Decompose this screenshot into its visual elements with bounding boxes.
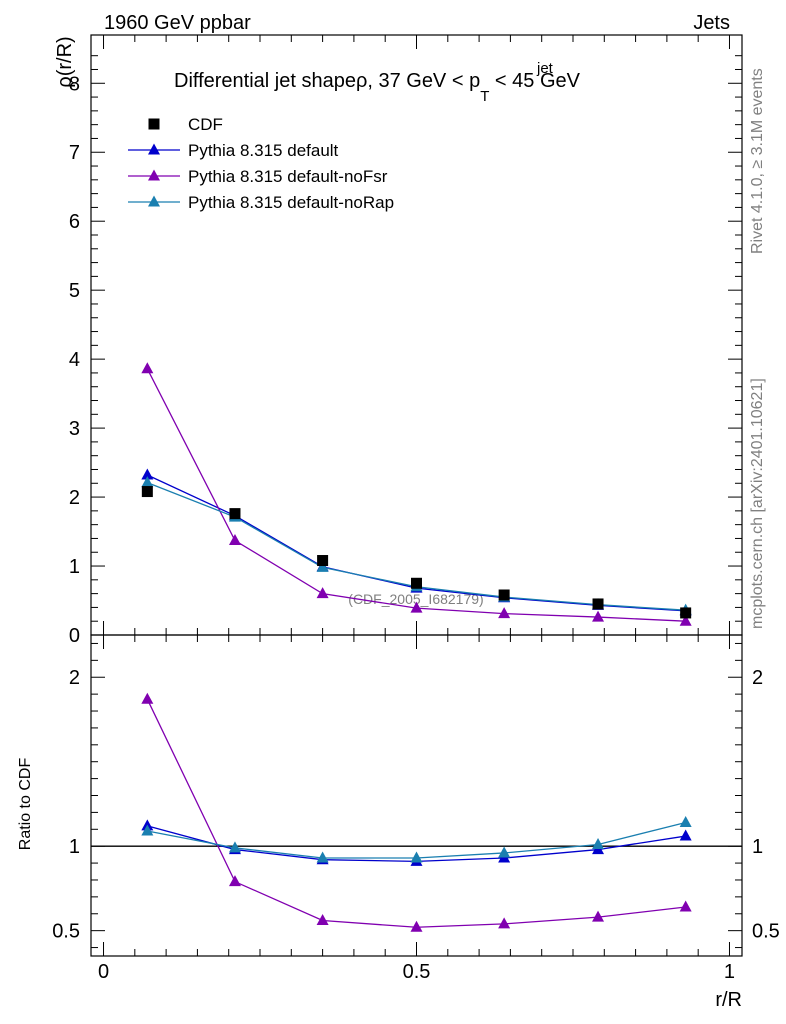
- ratio-data-point: [592, 837, 605, 849]
- legend-entry: CDF: [148, 115, 223, 134]
- y-tick-label: 0: [69, 625, 80, 647]
- series-pythia-8-315-default-norap: [141, 476, 692, 863]
- series-layer: [141, 362, 692, 932]
- main-data-point: [410, 601, 423, 613]
- ratio-tick-label: 1: [69, 836, 80, 858]
- main-data-point: [679, 614, 692, 626]
- main-data-point: [411, 577, 422, 589]
- main-data-point: [228, 534, 241, 546]
- y-tick-label: 6: [69, 211, 80, 233]
- main-data-point: [317, 555, 329, 567]
- x-tick-label: 1: [724, 961, 735, 983]
- ratio-plot-frame: [90, 634, 743, 957]
- main-data-point: [592, 610, 605, 622]
- y-tick-label: 1: [69, 556, 80, 578]
- title-end: < 45 GeV: [489, 70, 580, 92]
- y-tick-label: 2: [69, 487, 80, 509]
- ratio-data-point: [679, 900, 692, 912]
- legend-label: Pythia 8.315 default: [188, 141, 339, 160]
- ratio-data-point: [316, 914, 329, 926]
- x-axis-label: r/R: [715, 989, 742, 1011]
- main-data-point: [141, 468, 154, 480]
- ratio-tick-label-right: 0.5: [752, 921, 780, 943]
- ratio-data-point: [316, 851, 329, 863]
- legend-entry: Pythia 8.315 default: [128, 141, 339, 160]
- legend: CDF Pythia 8.315 default Pythia 8.315 defa…: [128, 115, 394, 212]
- legend-marker: [148, 169, 160, 181]
- ratio-series-line: [146, 698, 686, 928]
- legend-marker: [148, 118, 160, 130]
- main-data-point: [592, 598, 604, 610]
- axis-ticks: 0 0.5 1 0 1 2 3 4 5 6 7 8 0.5 0.5 1 1 2 2: [52, 35, 780, 983]
- legend-marker: [148, 195, 160, 207]
- y-tick-label: 5: [69, 280, 80, 302]
- legend-label: Pythia 8.315 default-noFsr: [188, 167, 388, 186]
- legend-entry: Pythia 8.315 default-noFsr: [128, 167, 388, 186]
- legend-entry: Pythia 8.315 default-noRap: [128, 193, 394, 212]
- y-tick-label: 4: [69, 349, 80, 371]
- ratio-tick-label: 0.5: [52, 921, 80, 943]
- x-tick-label: 0: [98, 961, 109, 983]
- ratio-data-point: [410, 920, 423, 932]
- chart-title: Differential jet shapeρ, 37 GeV < pT < 4…: [174, 60, 581, 105]
- side-label-mcplots: mcplots.cern.ch [arXiv:2401.10621]: [749, 378, 766, 629]
- legend-label: Pythia 8.315 default-noRap: [188, 193, 394, 212]
- main-data-point: [498, 607, 511, 619]
- title-sub: T: [480, 88, 489, 105]
- main-data-point: [141, 486, 153, 498]
- ratio-data-point: [228, 841, 241, 853]
- title-sup: jet: [536, 60, 554, 77]
- legend-marker: [148, 143, 160, 155]
- y-tick-label: 7: [69, 142, 80, 164]
- ratio-data-point: [141, 692, 154, 704]
- x-tick-label: 0.5: [403, 961, 431, 983]
- ratio-tick-label-right: 2: [752, 667, 763, 689]
- header-right: Jets: [693, 12, 730, 34]
- ratio-data-point: [679, 829, 692, 841]
- main-data-point: [141, 476, 154, 488]
- header-left: 1960 GeV ppbar: [104, 12, 251, 34]
- ratio-data-point: [498, 917, 511, 929]
- ratio-data-point: [410, 851, 423, 863]
- ratio-data-point: [592, 910, 605, 922]
- series-pythia-8-315-default-nofsr: [141, 362, 692, 932]
- main-data-point: [680, 607, 692, 619]
- legend-label: CDF: [188, 115, 223, 134]
- ratio-tick-label: 2: [69, 667, 80, 689]
- main-data-point: [316, 560, 329, 572]
- main-data-point: [498, 589, 510, 601]
- main-data-point: [316, 587, 329, 599]
- ratio-data-point: [141, 824, 154, 836]
- ratio-tick-label-right: 1: [752, 836, 763, 858]
- ratio-data-point: [498, 846, 511, 858]
- series-pythia-8-315-default: [141, 468, 692, 866]
- ratio-data-point: [228, 875, 241, 887]
- series-cdf: [141, 486, 692, 619]
- main-data-point: [229, 508, 241, 520]
- y-axis-label: ρ(r/R): [54, 36, 76, 87]
- side-label-rivet: Rivet 4.1.0, ≥ 3.1M events: [749, 68, 766, 254]
- ratio-axis-label: Ratio to CDF: [17, 758, 34, 851]
- title-main: Differential jet shapeρ, 37 GeV < p: [174, 70, 480, 92]
- ratio-data-point: [679, 816, 692, 828]
- y-tick-label: 8: [69, 73, 80, 95]
- svg-text:Differential jet shapeρ, 37 Ge: Differential jet shapeρ, 37 GeV < pT < 4…: [174, 70, 581, 105]
- y-tick-label: 3: [69, 418, 80, 440]
- main-data-point: [141, 362, 154, 374]
